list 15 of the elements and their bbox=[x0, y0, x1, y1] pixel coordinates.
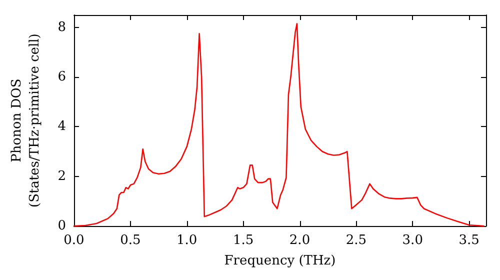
x-tick-label: 3.0 bbox=[402, 233, 423, 248]
y-tick-label: 8 bbox=[58, 20, 66, 35]
x-tick-label: 1.0 bbox=[176, 233, 198, 248]
x-tick-label: 3.5 bbox=[458, 233, 480, 248]
x-tick-label: 2.0 bbox=[289, 233, 310, 248]
y-tick-label: 2 bbox=[58, 168, 66, 184]
y-tick-label: 6 bbox=[58, 70, 66, 85]
x-tick-label: 0.5 bbox=[120, 233, 141, 248]
x-tick-label: 0.0 bbox=[64, 233, 84, 248]
x-tick-label: 2.5 bbox=[346, 233, 367, 248]
y-tick-label: 0 bbox=[58, 218, 66, 234]
x-axis-title: Frequency (THz) bbox=[224, 253, 336, 268]
x-tick-label: 1.5 bbox=[232, 233, 254, 248]
y-tick-label: 4 bbox=[58, 119, 66, 134]
y-axis-title: Phonon DOS (States/THz·primitive cell) bbox=[10, 33, 42, 208]
